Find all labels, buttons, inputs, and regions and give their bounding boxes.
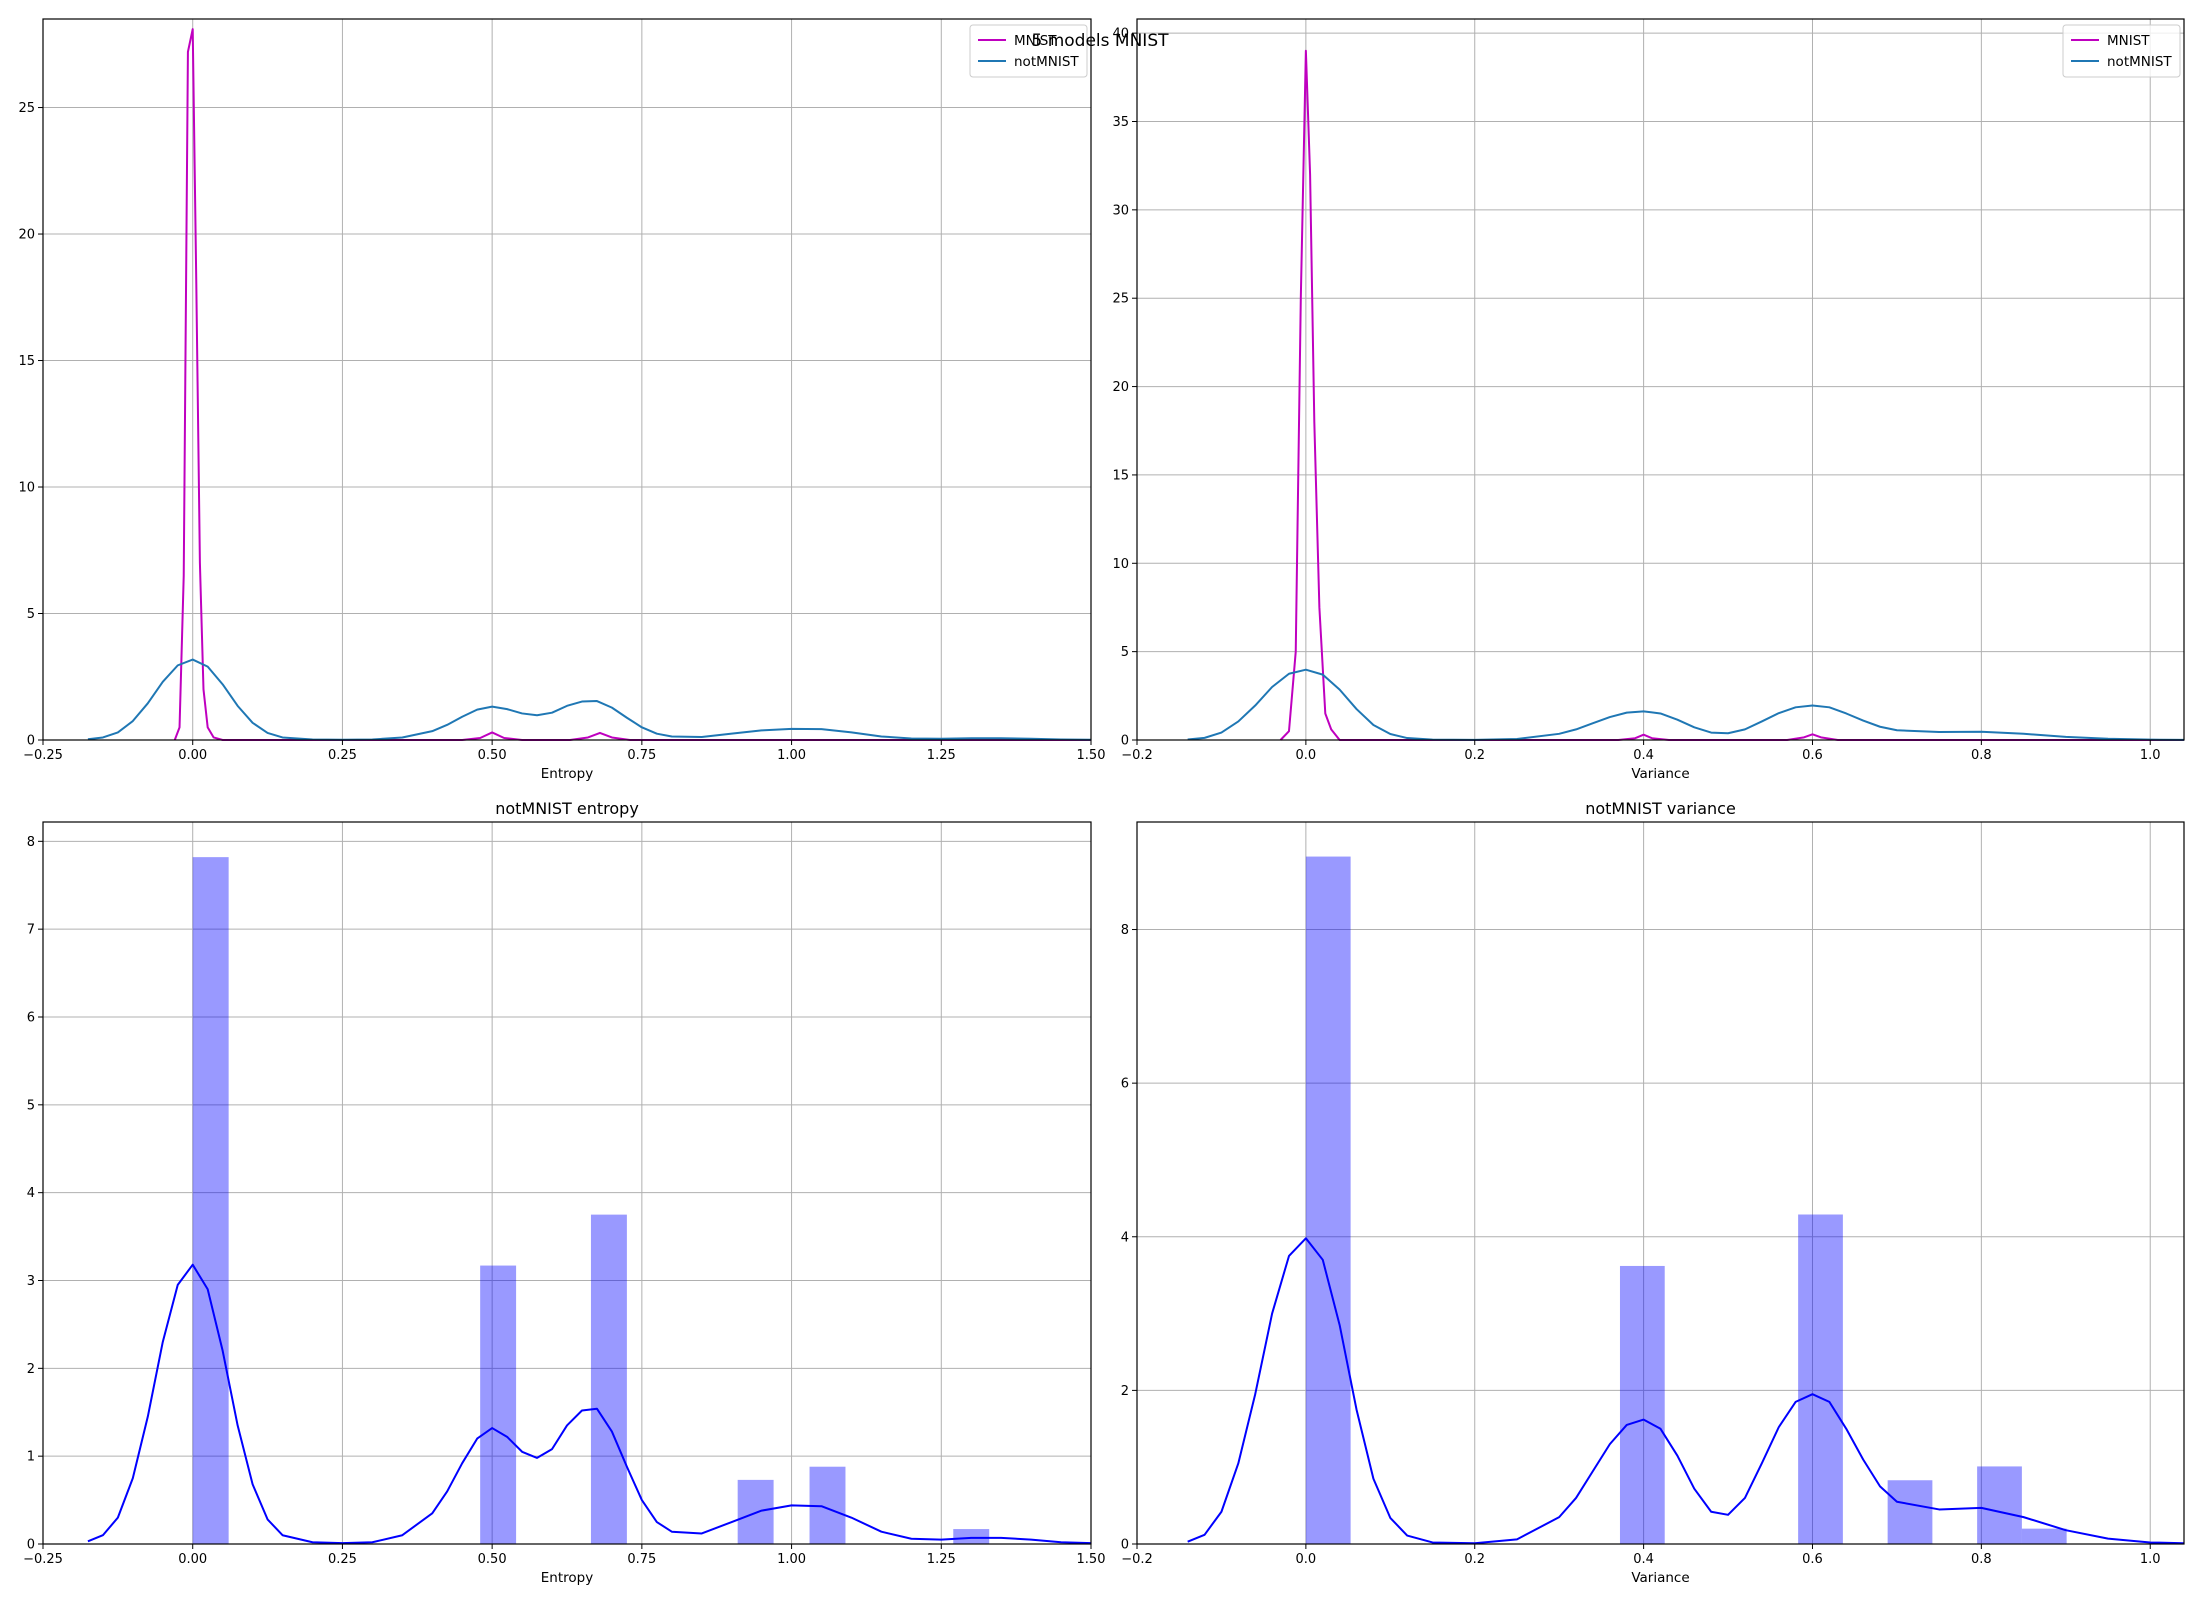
x-tick-label: 0.2 [1464, 1552, 1485, 1567]
histogram-bar [1977, 1466, 2022, 1544]
x-tick-label: 0.6 [1802, 1552, 1823, 1567]
legend-entry-label: notMNIST [1014, 54, 1079, 70]
x-tick-label: 0.25 [328, 1552, 357, 1567]
axes-frame [1136, 18, 2185, 741]
x-axis-label: Variance [1631, 766, 1689, 782]
histogram-bar [480, 1265, 517, 1544]
x-tick-label: 1.25 [927, 1552, 956, 1567]
y-tick-label: 25 [1112, 292, 1129, 307]
series-line-notmnist [1187, 668, 2185, 741]
y-tick-label: 8 [27, 835, 35, 850]
x-tick-label: 1.00 [777, 748, 806, 763]
legend-frame [969, 24, 1088, 78]
y-tick-label: 3 [27, 1274, 35, 1289]
legend-entry-label: MNIST [2107, 33, 2150, 49]
y-tick-label: 6 [1121, 1077, 1129, 1092]
x-tick-label: 0.6 [1802, 748, 1823, 763]
y-tick-label: 5 [27, 607, 35, 622]
x-tick-label: 1.0 [2140, 748, 2161, 763]
legend-entry-label: notMNIST [2107, 54, 2172, 70]
legend: MNIST notMNIST [2062, 24, 2181, 78]
x-tick-label: 1.00 [777, 1552, 806, 1567]
x-tick-label: 0.50 [478, 1552, 507, 1567]
x-tick-label: 0.00 [178, 748, 207, 763]
figure-suptitle: 5 models MNIST [1032, 31, 1170, 51]
x-axis-label: Variance [1631, 1570, 1689, 1586]
x-tick-label: 0.4 [1633, 1552, 1654, 1567]
x-tick-label: 0.75 [627, 1552, 656, 1567]
histogram-bar [1305, 856, 1351, 1544]
histogram-bar [590, 1214, 627, 1544]
x-tick-label: 0.0 [1296, 1552, 1317, 1567]
y-tick-label: 5 [1121, 645, 1129, 660]
y-tick-label: 20 [1112, 380, 1129, 395]
x-tick-label: 0.00 [178, 1552, 207, 1567]
x-tick-label: 1.0 [2140, 1552, 2161, 1567]
x-tick-label: 0.75 [627, 748, 656, 763]
panel-title: notMNIST variance [1585, 799, 1736, 818]
y-tick-label: 10 [18, 481, 35, 496]
x-axis-label: Entropy [541, 766, 593, 782]
x-axis-label: Entropy [541, 1570, 593, 1586]
panel-notmnist-variance: −0.2 0.0 0.2 0.4 0.6 0.8 1.0 0 2 4 6 8 Variance notMN… [1121, 799, 2185, 1586]
histogram-bar [2021, 1528, 2067, 1544]
x-tick-label: 0.8 [1971, 748, 1992, 763]
y-tick-label: 0 [1121, 734, 1129, 749]
x-tick-label: 0.8 [1971, 1552, 1992, 1567]
y-tick-label: 6 [27, 1010, 35, 1025]
panel-entropy-density: −0.25 0.00 0.25 0.50 0.75 1.00 1.25 1.50 0 5 10 15 2… [18, 18, 1106, 782]
y-tick-label: 5 [27, 1098, 35, 1113]
x-tick-label: −0.2 [1121, 1552, 1153, 1567]
kde-line [87, 1263, 1092, 1545]
series-line-notmnist [87, 658, 1092, 741]
y-tick-label: 2 [27, 1362, 35, 1377]
y-tick-label: 0 [27, 734, 35, 749]
y-tick-label: 4 [1121, 1230, 1129, 1245]
x-tick-label: 1.50 [1077, 748, 1106, 763]
x-tick-label: 0.25 [328, 748, 357, 763]
x-tick-label: 0.4 [1633, 748, 1654, 763]
y-tick-label: 8 [1121, 923, 1129, 938]
series-line-mnist [1279, 49, 2184, 741]
y-tick-label: 30 [1112, 203, 1129, 218]
panel-variance-density: −0.2 0.0 0.2 0.4 0.6 0.8 1.0 0 5 10 15 20 25 30 35 40 Va… [1112, 18, 2185, 782]
x-tick-label: −0.25 [23, 748, 63, 763]
histogram-bar [1798, 1214, 1843, 1544]
y-tick-label: 20 [18, 228, 35, 243]
x-tick-label: 1.50 [1077, 1552, 1106, 1567]
x-tick-label: 1.25 [927, 748, 956, 763]
panel-title: notMNIST entropy [495, 799, 639, 818]
panel-notmnist-entropy: −0.25 0.00 0.25 0.50 0.75 1.00 1.25 1.50 0 1 2 3 4 5 6… [23, 799, 1105, 1586]
y-tick-label: 2 [1121, 1384, 1129, 1399]
x-tick-label: 0.0 [1296, 748, 1317, 763]
legend-entry-label: MNIST [1014, 33, 1057, 49]
x-tick-label: 0.50 [478, 748, 507, 763]
histogram-bar [953, 1529, 990, 1544]
kde-line [1187, 1237, 2185, 1545]
y-tick-label: 40 [1112, 27, 1129, 42]
legend-frame [2062, 24, 2181, 78]
y-tick-label: 1 [27, 1450, 35, 1465]
y-tick-label: 7 [27, 923, 35, 938]
histogram-bar [192, 857, 229, 1544]
y-tick-label: 0 [27, 1538, 35, 1553]
series-line-mnist [173, 28, 1091, 741]
x-tick-label: −0.25 [23, 1552, 63, 1567]
y-tick-label: 15 [1112, 468, 1129, 483]
x-tick-label: −0.2 [1121, 748, 1153, 763]
histogram-bar [1887, 1480, 1933, 1544]
y-tick-label: 0 [1121, 1538, 1129, 1553]
axes-frame [42, 18, 1092, 741]
axes-frame [42, 821, 1092, 1545]
x-tick-label: 0.2 [1464, 748, 1485, 763]
histogram-bar [1619, 1265, 1665, 1544]
y-tick-label: 15 [18, 354, 35, 369]
y-tick-label: 25 [18, 101, 35, 116]
y-tick-label: 4 [27, 1186, 35, 1201]
y-tick-label: 35 [1112, 115, 1129, 130]
y-tick-label: 10 [1112, 557, 1129, 572]
axes-frame [1136, 821, 2185, 1545]
legend: MNIST notMNIST [969, 24, 1088, 78]
